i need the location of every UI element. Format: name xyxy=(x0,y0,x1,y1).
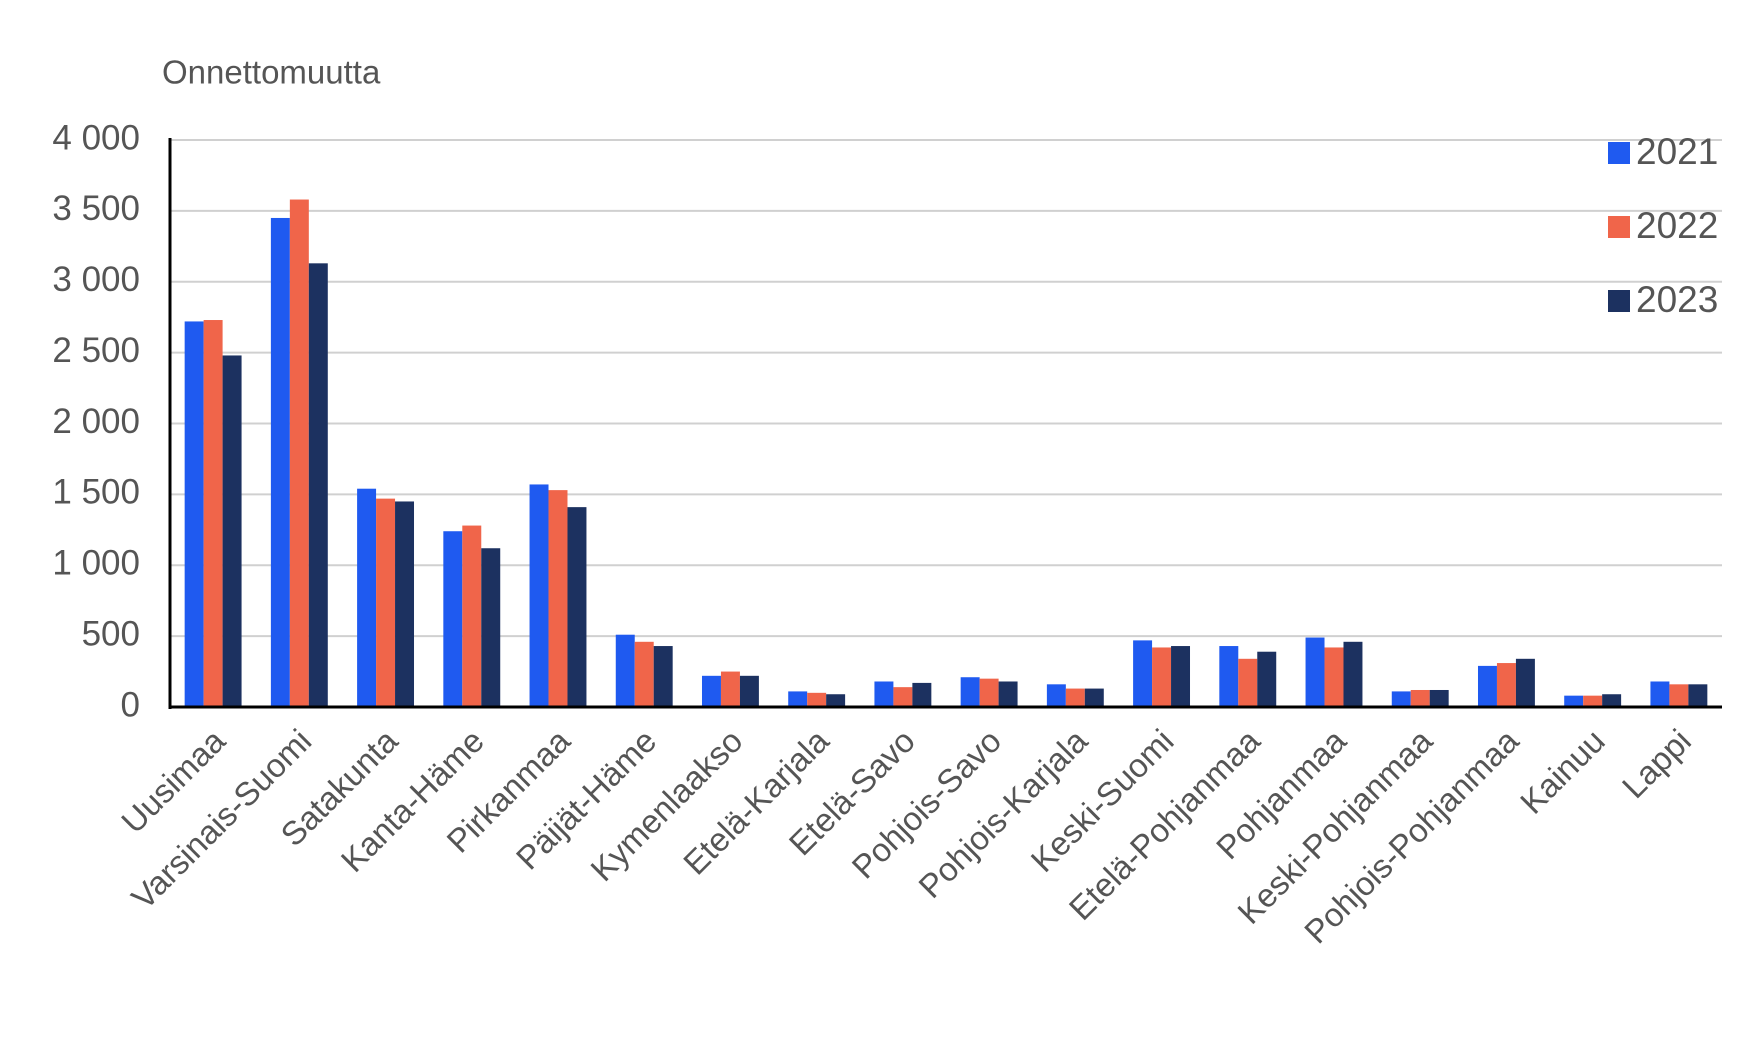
bar xyxy=(529,484,549,707)
bar xyxy=(960,677,980,707)
bar xyxy=(1669,684,1689,707)
bar xyxy=(720,671,740,707)
bar xyxy=(1688,684,1708,707)
bar xyxy=(1515,658,1535,707)
y-axis-label: Onnettomuutta xyxy=(162,54,381,91)
bar xyxy=(481,548,501,707)
bar xyxy=(1171,646,1191,707)
bar xyxy=(1343,641,1363,707)
bar xyxy=(289,199,309,707)
bar xyxy=(357,488,377,707)
bar xyxy=(788,691,808,707)
bar xyxy=(1065,688,1085,707)
legend-swatch xyxy=(1608,142,1630,164)
bar xyxy=(874,681,894,707)
bar xyxy=(1324,647,1344,707)
y-tick-label: 500 xyxy=(82,614,140,653)
y-tick-label: 3 500 xyxy=(52,189,140,228)
y-tick-label: 2 000 xyxy=(52,402,140,441)
bar xyxy=(739,675,759,707)
bar xyxy=(615,634,635,707)
y-tick-label: 1 500 xyxy=(52,473,140,512)
bar xyxy=(1429,689,1449,707)
bar xyxy=(462,525,482,707)
bar xyxy=(912,682,932,707)
bar xyxy=(1410,689,1430,707)
legend-label: 2023 xyxy=(1636,279,1718,320)
bar xyxy=(184,321,204,707)
bar xyxy=(1133,640,1153,707)
legend-label: 2022 xyxy=(1636,205,1718,246)
y-tick-label: 4 000 xyxy=(52,118,140,157)
bar xyxy=(893,687,913,707)
bar xyxy=(998,681,1018,707)
bar xyxy=(376,498,396,707)
x-tick-label: Lappi xyxy=(1615,722,1698,805)
bar xyxy=(1152,647,1172,707)
bar xyxy=(203,320,223,707)
bar xyxy=(270,217,290,707)
bar xyxy=(807,692,827,707)
bar xyxy=(1602,694,1622,707)
y-tick-label: 2 500 xyxy=(52,331,140,370)
bar xyxy=(1305,637,1325,707)
bar xyxy=(443,531,463,707)
bar xyxy=(308,263,328,707)
x-tick-label: Kainuu xyxy=(1513,722,1612,821)
bar xyxy=(1084,688,1104,707)
y-tick-label: 0 xyxy=(121,685,140,724)
bar xyxy=(1046,684,1066,707)
y-tick-label: 1 000 xyxy=(52,544,140,583)
bar xyxy=(1238,658,1258,707)
bar xyxy=(1257,651,1277,707)
x-tick-label: Kymenlaakso xyxy=(583,722,749,888)
bar xyxy=(1496,663,1516,707)
bar xyxy=(395,501,415,707)
bar xyxy=(1219,646,1239,707)
bar xyxy=(1583,695,1603,707)
bar xyxy=(653,646,673,707)
bar xyxy=(701,675,721,707)
bar xyxy=(548,490,568,707)
x-tick-label: Pohjois-Savo xyxy=(845,722,1009,886)
y-tick-label: 3 000 xyxy=(52,260,140,299)
bar xyxy=(634,641,654,707)
bar xyxy=(1650,681,1670,707)
bar xyxy=(979,678,999,707)
bar xyxy=(826,694,846,707)
bar xyxy=(1564,695,1584,707)
legend-label: 2021 xyxy=(1636,131,1718,172)
legend-swatch xyxy=(1608,216,1630,238)
bar xyxy=(567,507,587,707)
bar xyxy=(222,355,242,707)
bar xyxy=(1477,665,1497,707)
bar xyxy=(1391,691,1411,707)
legend-swatch xyxy=(1608,290,1630,312)
